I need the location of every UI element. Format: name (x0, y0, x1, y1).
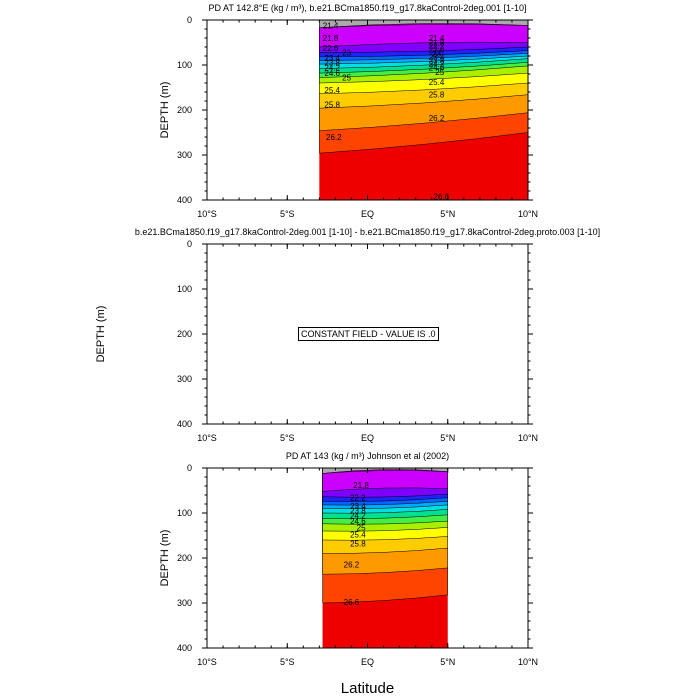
x-tick-label: 10°N (518, 209, 538, 219)
y-tick-label: 300 (177, 374, 192, 384)
y-tick-label: 100 (177, 284, 192, 294)
contour-label: 23.8 (429, 57, 445, 66)
contour-label: 25.4 (429, 78, 445, 87)
contour-label: 26.6 (344, 598, 360, 607)
contour-label: 25.8 (350, 540, 366, 549)
panel-3: PD AT 143 (kg / m³) Johnson et al (2002)… (159, 451, 538, 697)
y-tick-label: 0 (187, 15, 192, 25)
contour-label: 25.8 (324, 101, 340, 110)
contour-label: 24.2 (324, 64, 340, 73)
constant-field-annotation: CONSTANT FIELD - VALUE IS .0 (298, 327, 439, 341)
x-tick-label: EQ (361, 657, 374, 667)
panel-title: PD AT 142.8°E (kg / m³), b.e21.BCma1850.… (209, 3, 527, 13)
contour-label: 24.2 (429, 60, 445, 69)
contour-label: 26.2 (429, 114, 445, 123)
panel-2: b.e21.BCma1850.f19_g17.8kaControl-2deg.0… (95, 227, 600, 443)
contour-label: 25.8 (429, 91, 445, 100)
x-tick-label: 10°N (518, 657, 538, 667)
x-tick-label: EQ (361, 433, 374, 443)
y-axis-label: DEPTH (m) (95, 306, 107, 363)
contour-label: 22.2 (429, 42, 445, 51)
panel-title: b.e21.BCma1850.f19_g17.8kaControl-2deg.0… (135, 227, 600, 237)
y-tick-label: 300 (177, 598, 192, 608)
contour-label: 21.4 (323, 21, 339, 30)
contour-label: 25 (435, 68, 444, 77)
x-tick-label: 10°S (197, 657, 217, 667)
y-axis-label: DEPTH (m) (159, 82, 171, 139)
y-tick-label: 0 (187, 239, 192, 249)
panel-1: PD AT 142.8°E (kg / m³), b.e21.BCma1850.… (159, 3, 538, 219)
contour-label: 23.8 (350, 506, 366, 515)
contour-label: 23 (432, 49, 441, 58)
x-tick-label: 5°S (280, 209, 295, 219)
contour-label: 24.6 (350, 517, 366, 526)
y-tick-label: 300 (177, 150, 192, 160)
contour-label: 23.4 (324, 54, 340, 63)
contour-label: 26.2 (326, 133, 342, 142)
contour-label: 21.8 (353, 481, 369, 490)
y-tick-label: 200 (177, 553, 192, 563)
y-tick-label: 100 (177, 508, 192, 518)
y-tick-label: 400 (177, 195, 192, 205)
contour-label: 24.2 (350, 512, 366, 521)
contour-label: 22.6 (429, 46, 445, 55)
contour-label: 26.6 (434, 192, 450, 201)
contour-label: 23.4 (350, 502, 366, 511)
x-tick-label: 5°S (280, 433, 295, 443)
y-axis-label: DEPTH (m) (159, 530, 171, 587)
contour-label: 21.4 (429, 34, 445, 43)
contour-label: 23.4 (429, 53, 445, 62)
contour-label: 22.6 (323, 44, 339, 53)
x-tick-label: 5°N (440, 433, 455, 443)
contour-label: 25 (357, 523, 366, 532)
contour-label: 23.8 (324, 58, 340, 67)
panel-title: PD AT 143 (kg / m³) Johnson et al (2002) (286, 451, 449, 461)
contour-label: 21.8 (323, 34, 339, 43)
contour-band (322, 467, 448, 492)
y-tick-label: 400 (177, 419, 192, 429)
contour-label: 26.2 (344, 560, 360, 569)
contour-fill-group (319, 19, 529, 200)
y-tick-label: 200 (177, 329, 192, 339)
x-tick-label: 10°S (197, 433, 217, 443)
x-tick-label: 5°N (440, 209, 455, 219)
x-tick-label: 5°S (280, 657, 295, 667)
x-axis-label: Latitude (341, 680, 394, 697)
contour-label: 23 (342, 48, 351, 57)
y-tick-label: 200 (177, 105, 192, 115)
contour-label: 21.8 (429, 39, 445, 48)
x-tick-label: 5°N (440, 657, 455, 667)
x-tick-label: EQ (361, 209, 374, 219)
contour-label: 22.2 (350, 494, 366, 503)
x-tick-label: 10°N (518, 433, 538, 443)
contour-label: 25.4 (350, 531, 366, 540)
contour-band-surface (319, 19, 529, 28)
y-tick-label: 400 (177, 643, 192, 653)
contour-band (319, 19, 529, 48)
contour-label: 25.4 (324, 86, 340, 95)
x-tick-label: 10°S (197, 209, 217, 219)
y-tick-label: 0 (187, 463, 192, 473)
contour-label: 24.6 (324, 69, 340, 78)
contour-fill-group (322, 467, 448, 648)
contour-label: 24.6 (429, 64, 445, 73)
y-tick-label: 100 (177, 60, 192, 70)
contour-label: 25 (342, 74, 351, 83)
